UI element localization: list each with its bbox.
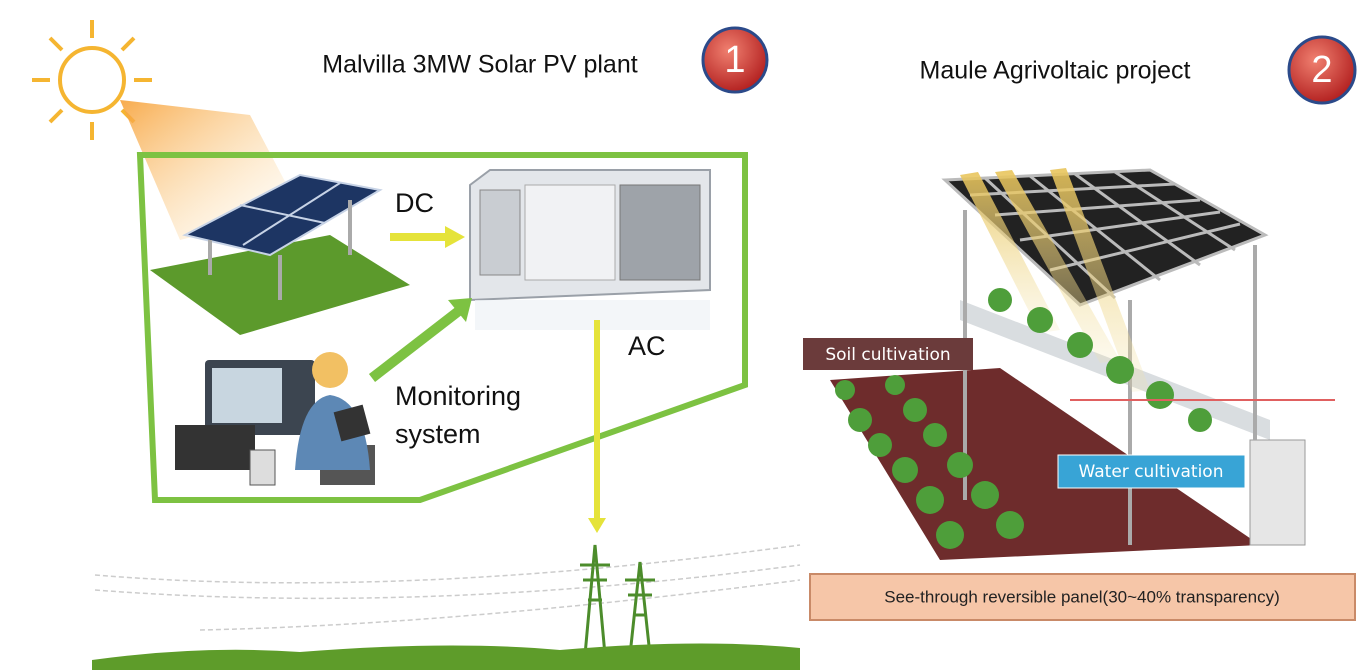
title: Malvilla 3MW Solar PV plant bbox=[322, 51, 637, 79]
title: Maule Agrivoltaic project bbox=[920, 57, 1191, 85]
inverter-container bbox=[470, 170, 710, 330]
power-lines bbox=[95, 545, 800, 630]
ac-arrowhead bbox=[588, 518, 606, 533]
monitor-arrow bbox=[372, 310, 460, 378]
soil-label: Soil cultivation bbox=[825, 345, 950, 365]
dc-label: DC bbox=[395, 188, 434, 218]
panel-label: See-through reversible panel(30~40% tran… bbox=[884, 587, 1279, 606]
diagram: Malvilla 3MW Solar PV plant 1 DC AC bbox=[0, 0, 1361, 670]
page: Malvilla 3MW Solar PV plant 1 DC AC bbox=[0, 0, 1361, 670]
dc-arrowhead bbox=[445, 226, 465, 248]
badge-number: 1 bbox=[724, 39, 745, 81]
monitoring-label: Monitoring bbox=[395, 381, 521, 411]
water-label: Water cultivation bbox=[1079, 462, 1224, 482]
badge-number: 2 bbox=[1311, 49, 1332, 91]
grass bbox=[92, 643, 800, 670]
towers bbox=[580, 545, 655, 655]
monitoring-illustration bbox=[175, 352, 375, 485]
monitoring-label: system bbox=[395, 419, 481, 449]
ac-label: AC bbox=[628, 331, 666, 361]
